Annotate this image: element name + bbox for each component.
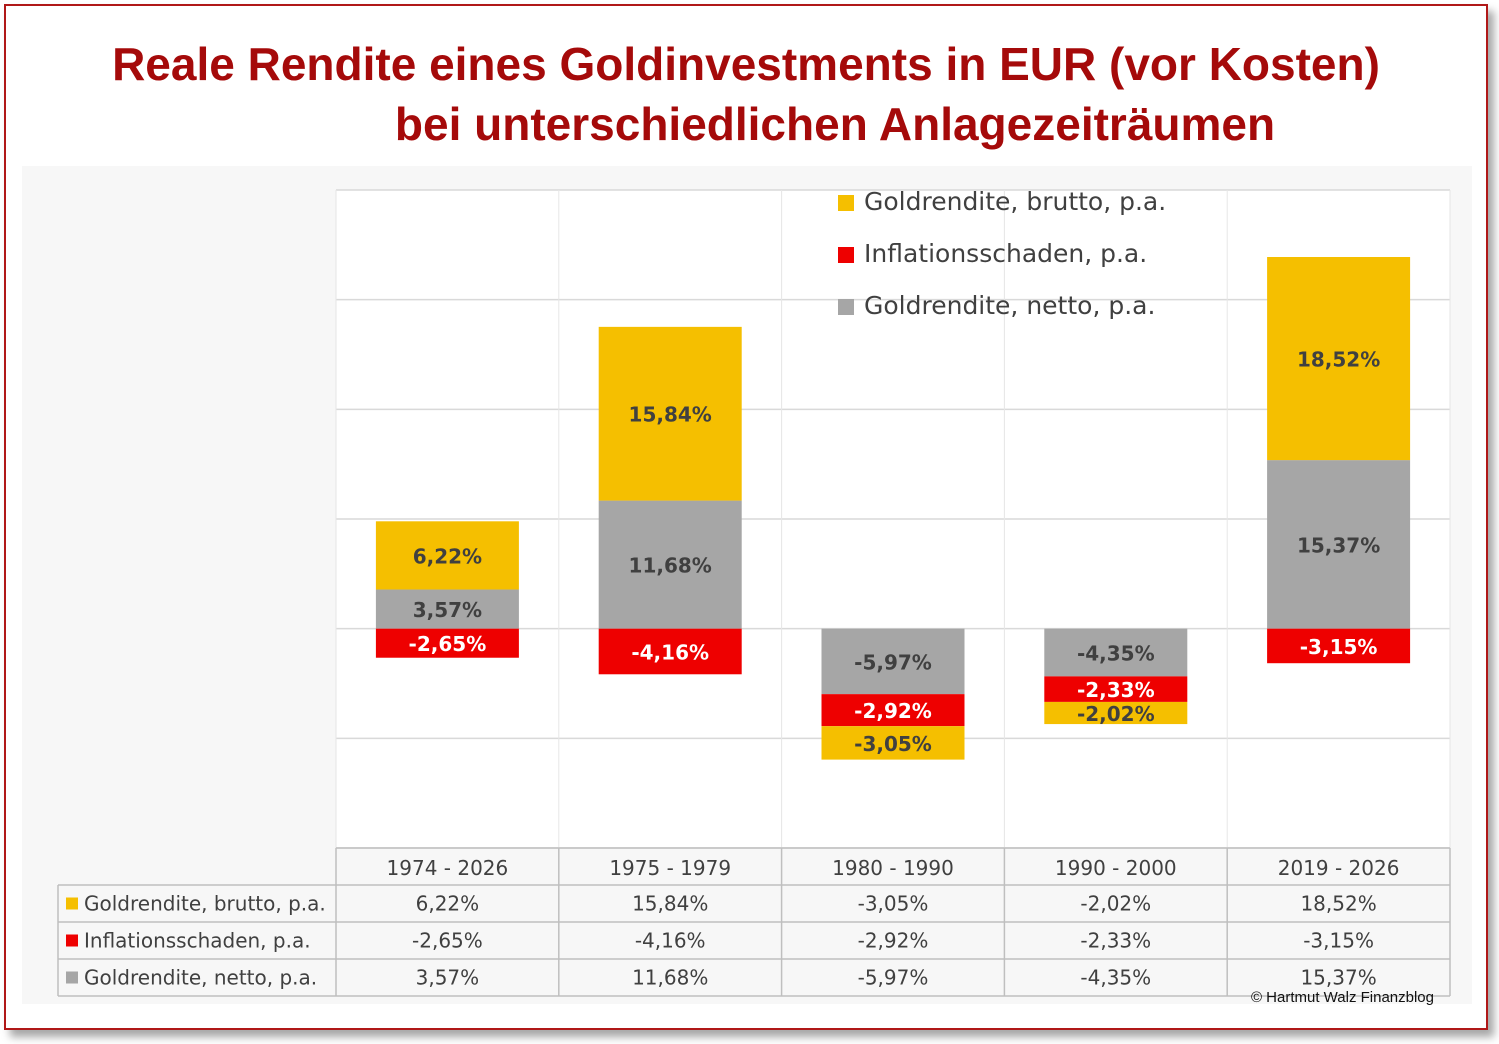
data-label: -2,02%	[1077, 702, 1155, 726]
plot-area: 3,57% 6,22% -2,65% 11,68% 15,84% -4,16% -5,97%…	[22, 166, 1472, 1004]
table-cell: 6,22%	[416, 892, 480, 916]
table-header-cell: 1980 - 1990	[832, 856, 954, 880]
table-legend-key	[66, 897, 78, 910]
table-cell: -2,02%	[1080, 892, 1151, 916]
bar-inflation	[821, 694, 965, 727]
table-legend-key	[66, 934, 78, 947]
bar-netto	[1267, 460, 1411, 629]
table-header-cell: 2019 - 2026	[1278, 856, 1400, 880]
data-label: 6,22%	[413, 544, 482, 568]
data-label: -4,35%	[1077, 642, 1155, 666]
data-label: -2,92%	[854, 699, 932, 723]
title-line-1: Reale Rendite eines Goldinvestments in E…	[112, 38, 1380, 90]
table-cell: 18,52%	[1300, 892, 1376, 916]
chart-title: Reale Rendite eines Goldinvestments in E…	[26, 34, 1466, 154]
data-label: 3,57%	[413, 598, 482, 622]
data-label: -3,05%	[854, 732, 932, 756]
table-cell: -4,16%	[635, 929, 706, 953]
table-row-label: Goldrendite, netto, p.a.	[84, 966, 317, 990]
legend-label: Goldrendite, brutto, p.a.	[864, 187, 1166, 216]
data-label: -4,16%	[631, 640, 709, 664]
legend-swatch	[838, 299, 854, 315]
table-row-label: Goldrendite, brutto, p.a.	[84, 892, 326, 916]
legend-swatch	[838, 195, 854, 211]
table-cell: -3,15%	[1303, 929, 1374, 953]
table-legend-key	[66, 971, 78, 984]
bar-brutto	[598, 326, 742, 501]
table-header-cell: 1990 - 2000	[1055, 856, 1177, 880]
table-header-cell: 1975 - 1979	[609, 856, 731, 880]
legend-swatch	[838, 247, 854, 263]
table-cell: -3,05%	[858, 892, 929, 916]
table-cell: -2,33%	[1080, 929, 1151, 953]
table-cell: -4,35%	[1080, 966, 1151, 990]
bar-brutto	[1267, 257, 1411, 461]
bar-brutto	[1044, 701, 1188, 725]
data-label: 15,84%	[629, 403, 712, 427]
chart-frame: Reale Rendite eines Goldinvestments in E…	[4, 4, 1488, 1030]
table-cell: -2,92%	[858, 929, 929, 953]
bar-inflation	[1267, 628, 1411, 664]
table-row-label: Inflationsschaden, p.a.	[84, 929, 311, 953]
table-header-cell: 1974 - 2026	[387, 856, 509, 880]
bar-brutto	[375, 521, 519, 590]
bar-inflation	[598, 628, 742, 675]
title-line-2: bei unterschiedlichen Anlagezeiträumen	[394, 98, 1276, 150]
data-label: -2,65%	[409, 632, 487, 656]
bar-brutto	[821, 726, 965, 760]
bar-inflation	[375, 628, 519, 658]
bar-inflation	[1044, 676, 1188, 702]
table-cell: 3,57%	[416, 966, 480, 990]
table-cell: -2,65%	[412, 929, 483, 953]
bar-netto	[598, 500, 742, 629]
bar-netto	[821, 628, 965, 695]
table-cell: -5,97%	[858, 966, 929, 990]
data-label: -5,97%	[854, 650, 932, 674]
bar-netto	[1044, 628, 1188, 677]
data-label: -2,33%	[1077, 678, 1155, 702]
table-cell: 15,37%	[1300, 966, 1376, 990]
legend-label: Goldrendite, netto, p.a.	[864, 291, 1155, 320]
table-cell: 11,68%	[632, 966, 708, 990]
chart-svg: 3,57% 6,22% -2,65% 11,68% 15,84% -4,16% -5,97%…	[57, 187, 1451, 997]
data-label: 18,52%	[1297, 348, 1380, 372]
legend-label: Inflationsschaden, p.a.	[864, 239, 1147, 268]
table-cell: 15,84%	[632, 892, 708, 916]
copyright-text: © Hartmut Walz Finanzblog	[1250, 989, 1434, 1006]
bar-netto	[375, 589, 519, 629]
data-label: -3,15%	[1300, 635, 1378, 659]
data-label: 15,37%	[1297, 533, 1380, 557]
data-label: 11,68%	[629, 554, 712, 578]
